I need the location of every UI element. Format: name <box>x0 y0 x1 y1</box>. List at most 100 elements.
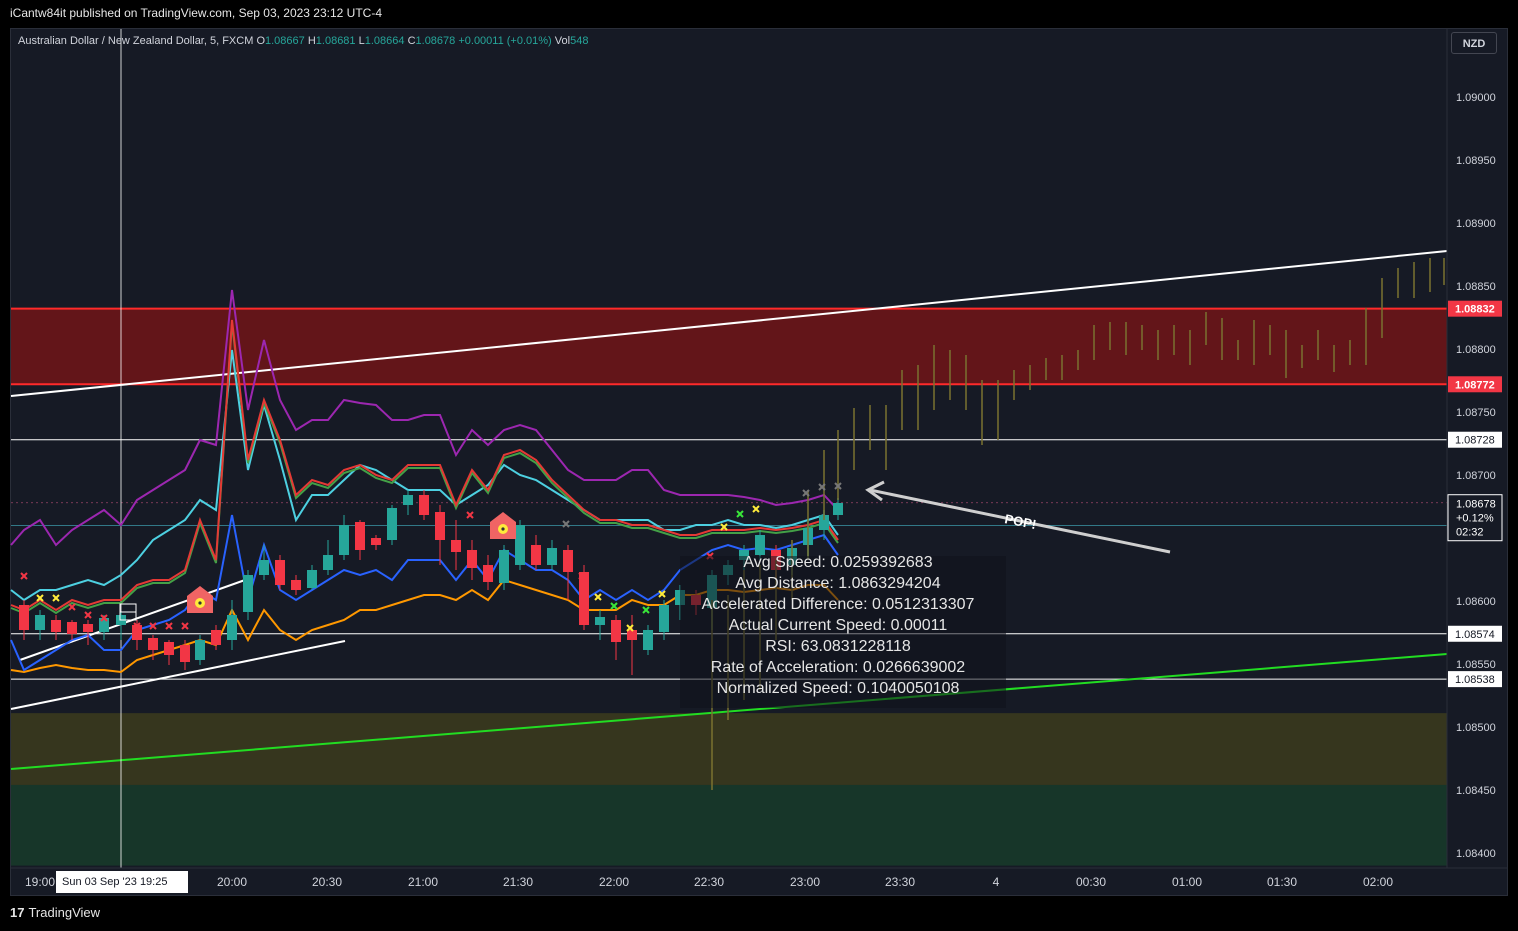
x-tick-8: 23:00 <box>790 875 820 889</box>
price-label-current-timer: 02:32 <box>1456 527 1484 539</box>
signal-mark-1-b <box>36 594 44 602</box>
close-value: 1.08678 <box>415 35 456 47</box>
low-label: L <box>358 35 365 47</box>
stat-accelerated-difference: Accelerated Difference: 0.0512313307 <box>701 596 975 613</box>
x-tick-9: 23:30 <box>885 875 915 889</box>
stat-actual-current-speed: Actual Current Speed: 0.00011 <box>728 617 948 634</box>
open-value: 1.08667 <box>265 35 305 47</box>
candle-body-34 <box>563 550 573 572</box>
x-tick-6: 22:00 <box>599 875 629 889</box>
x-tick-3: 20:30 <box>312 875 342 889</box>
candle-body-30 <box>499 550 509 583</box>
candle-body-11 <box>195 640 205 660</box>
price-label-current: 1.08678 <box>1456 499 1496 511</box>
candle-body-37 <box>611 620 621 642</box>
currency-button[interactable]: NZD <box>1451 32 1497 54</box>
signal-mark-13-b <box>594 593 602 601</box>
price-label-box-4 <box>1448 625 1502 642</box>
publisher-line: iCantw84it published on TradingView.com,… <box>10 6 383 20</box>
candle-body-51 <box>833 503 843 515</box>
y-tick-0: 1.09000 <box>1456 92 1496 104</box>
tradingview-logo-icon: 17 <box>10 905 25 920</box>
signal-mark-23-b <box>818 483 826 491</box>
candle-body-5 <box>99 618 109 632</box>
y-tick-2: 1.08900 <box>1456 218 1496 230</box>
stat-avg-speed: Avg Speed: 0.0259392683 <box>743 554 933 571</box>
volume-value: 548 <box>570 35 589 47</box>
crosshair-time-label: Sun 03 Sep '23 19:25 <box>56 871 188 893</box>
candle-body-33 <box>547 548 557 565</box>
candle-body-2 <box>51 620 61 632</box>
low-value: 1.08664 <box>364 35 405 47</box>
candle-body-7 <box>132 625 142 640</box>
candle-body-50 <box>819 515 829 530</box>
price-label-5: 1.08538 <box>1455 674 1495 686</box>
y-tick-1: 1.08950 <box>1456 155 1496 167</box>
radiation-icon-core-0 <box>198 601 202 605</box>
candle-body-39 <box>643 630 653 650</box>
x-tick-0: 19:00 <box>25 875 55 889</box>
stat-rate-of-acceleration: Rate of Acceleration: 0.0266639002 <box>710 659 966 676</box>
candle-body-40 <box>659 605 669 632</box>
candle-body-9 <box>164 642 174 655</box>
x-tick-10: 4 <box>993 875 1000 889</box>
stat-rsi: RSI: 63.0831228118 <box>765 638 911 655</box>
x-tick-14: 02:00 <box>1363 875 1393 889</box>
candle-body-21 <box>355 522 365 550</box>
zone-support_lower <box>11 784 1447 866</box>
signal-mark-24-b <box>834 482 842 490</box>
signal-mark-19-b <box>720 523 728 531</box>
signal-mark-2-b <box>52 594 60 602</box>
candle-body-25 <box>419 495 429 515</box>
symbol-name[interactable]: Australian Dollar / New Zealand Dollar, … <box>18 35 254 47</box>
footer-brand[interactable]: 17 TradingView <box>10 905 100 920</box>
candle-body-17 <box>291 580 301 590</box>
candle-body-16 <box>275 560 285 585</box>
candle-body-27 <box>451 540 461 552</box>
crosshair-box-1 <box>119 603 137 613</box>
candle-body-36 <box>595 617 605 625</box>
candle-body-22 <box>371 538 381 545</box>
y-tick-11: 1.08450 <box>1456 785 1496 797</box>
pop-arrow-line <box>869 488 1171 554</box>
y-tick-10: 1.08500 <box>1456 722 1496 734</box>
price-label-box-2 <box>1448 431 1502 448</box>
price-label-current-change: +0.12% <box>1456 513 1494 525</box>
candle-body-45 <box>739 550 749 560</box>
candle-body-8 <box>148 638 158 650</box>
signal-mark-8-b <box>165 622 173 630</box>
y-tick-8: 1.08600 <box>1456 596 1496 608</box>
indicator-stats: Avg Speed: 0.0259392683 Avg Distance: 1.… <box>668 552 1008 699</box>
candle-body-28 <box>467 550 477 568</box>
signal-mark-20-b <box>736 510 744 518</box>
candle-body-13 <box>227 615 237 640</box>
price-label-0: 1.08832 <box>1455 304 1495 316</box>
candle-body-19 <box>323 555 333 570</box>
candle-body-0 <box>19 605 29 630</box>
y-tick-5: 1.08750 <box>1456 407 1496 419</box>
price-label-2: 1.08728 <box>1455 435 1495 447</box>
crosshair-box-2 <box>119 611 137 621</box>
red-indicator-line <box>10 319 839 612</box>
candle-body-14 <box>243 575 253 612</box>
candle-body-20 <box>339 525 349 555</box>
stat-avg-distance: Avg Distance: 1.0863294204 <box>735 575 941 592</box>
signal-mark-3-b <box>68 603 76 611</box>
price-label-current-box <box>1447 494 1503 542</box>
candle-body-4 <box>83 624 93 632</box>
price-label-box-5 <box>1448 671 1502 688</box>
close-label: C <box>407 35 416 47</box>
candle-body-29 <box>483 565 493 582</box>
candle-body-10 <box>180 645 190 662</box>
purple-indicator-line <box>10 289 839 547</box>
candle-body-18 <box>307 570 317 588</box>
pop-arrow-head <box>865 480 885 502</box>
signal-mark-10-b <box>466 511 474 519</box>
signal-mark-11-b <box>562 520 570 528</box>
x-tick-2: 20:00 <box>217 875 247 889</box>
y-tick-6: 1.08700 <box>1456 470 1496 482</box>
price-label-1: 1.08772 <box>1455 379 1495 391</box>
upper-trendline <box>10 250 1448 397</box>
x-tick-13: 01:30 <box>1267 875 1297 889</box>
